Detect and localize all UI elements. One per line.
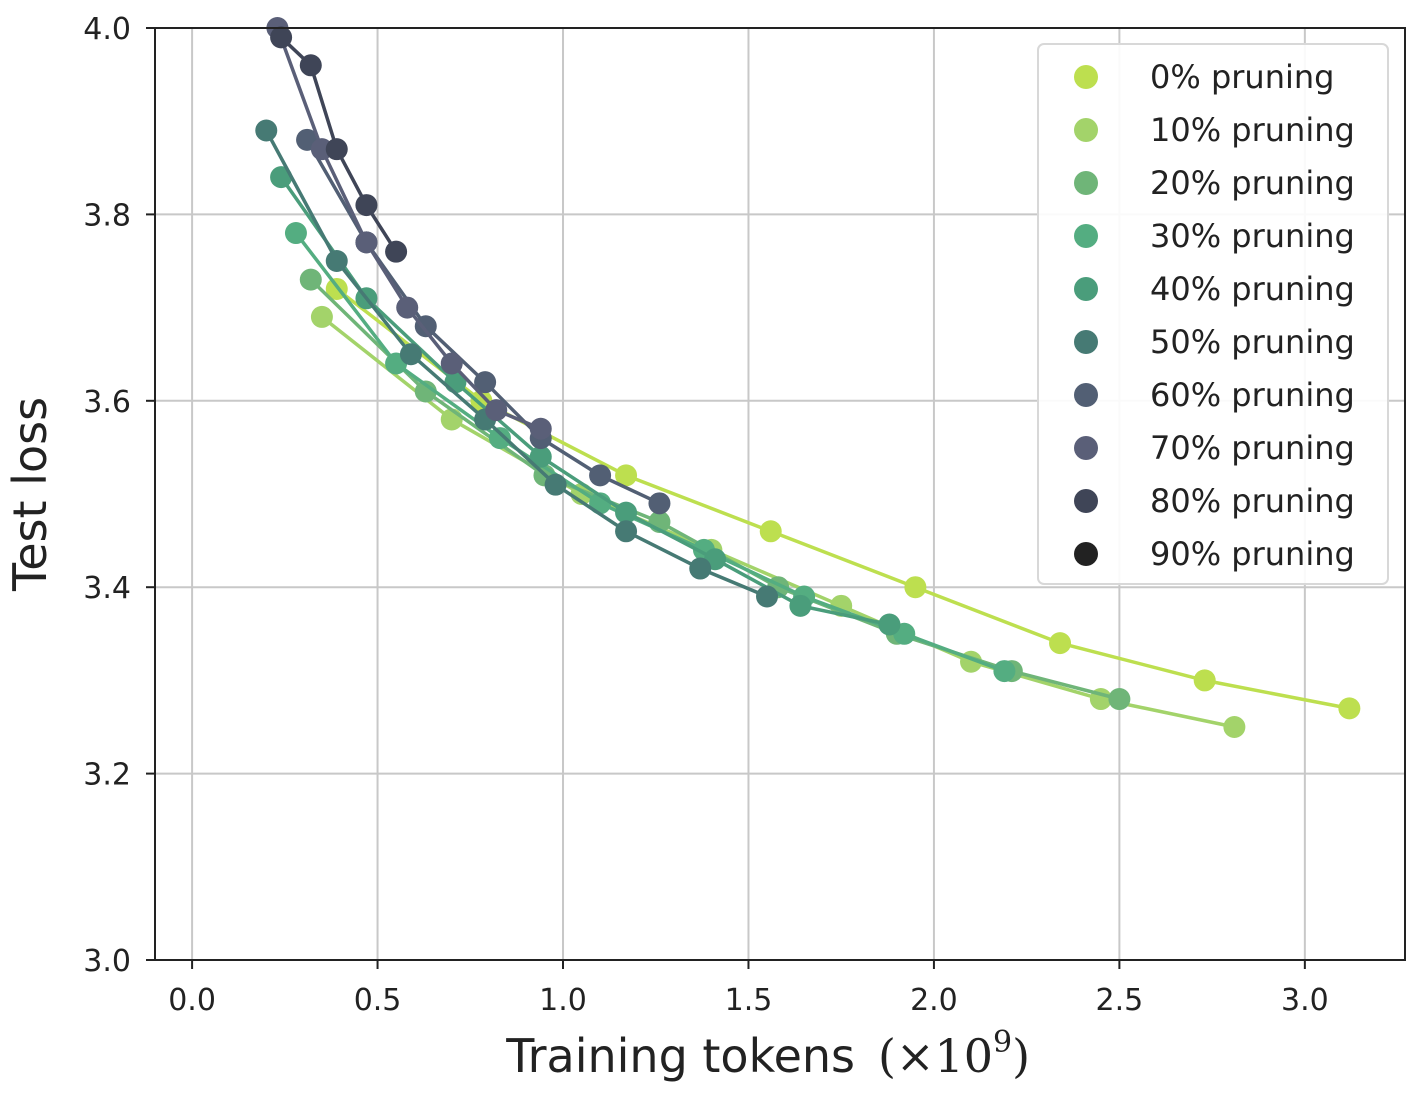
- data-point: [878, 613, 901, 636]
- data-point: [615, 520, 638, 543]
- y-tick-label: 3.6: [83, 385, 131, 420]
- data-point: [310, 305, 333, 328]
- data-point: [399, 343, 422, 366]
- data-point: [474, 371, 497, 394]
- data-point: [756, 585, 779, 608]
- data-point: [544, 473, 567, 496]
- y-axis-label: Test loss: [3, 397, 57, 592]
- data-point: [993, 660, 1016, 683]
- legend-marker: [1074, 436, 1098, 460]
- x-tick-label: 2.0: [910, 983, 958, 1018]
- x-axis-unit: (×109): [878, 1025, 1030, 1083]
- data-point: [1338, 697, 1361, 720]
- data-point: [759, 520, 782, 543]
- data-point: [485, 399, 508, 422]
- data-point: [270, 26, 293, 49]
- legend-marker: [1074, 330, 1098, 354]
- legend-box: [1037, 43, 1389, 585]
- legend-label: 10% pruning: [1150, 111, 1355, 149]
- data-point: [355, 231, 378, 254]
- y-tick-label: 4.0: [83, 12, 131, 47]
- data-point: [325, 250, 348, 272]
- data-point: [325, 138, 348, 161]
- legend-label: 30% pruning: [1150, 217, 1355, 255]
- data-point: [284, 222, 307, 245]
- legend-marker: [1074, 277, 1098, 301]
- series-line: [279, 176, 890, 627]
- data-point: [648, 492, 671, 515]
- data-point: [1049, 632, 1072, 655]
- legend-label: 60% pruning: [1150, 376, 1355, 414]
- x-axis-title: Training tokens: [505, 1029, 855, 1083]
- data-point: [255, 119, 278, 142]
- data-point: [440, 352, 463, 375]
- data-point: [615, 501, 638, 524]
- data-point: [1108, 688, 1131, 711]
- plot-area: [255, 17, 1361, 738]
- legend-marker: [1074, 65, 1098, 89]
- x-tick-label: 0.0: [168, 983, 216, 1018]
- axes-frame: [154, 27, 1406, 961]
- data-point: [589, 464, 612, 487]
- ticks: 0.0 0.5 1.0 1.5 2.0 2.5 3.0 3.0 3.2 3.4 3.6 3.8 4.0: [83, 12, 1328, 1018]
- x-axis-unit-exponent: 9: [993, 1025, 1012, 1060]
- data-point: [529, 445, 552, 468]
- data-point: [414, 380, 437, 403]
- x-axis-label: Training tokens (×109): [505, 1025, 1030, 1083]
- series-8: [270, 26, 408, 263]
- data-point: [1223, 716, 1246, 738]
- legend-marker: [1074, 542, 1098, 566]
- legend-label: 80% pruning: [1150, 482, 1355, 520]
- data-point: [355, 194, 378, 217]
- data-point: [396, 296, 419, 319]
- x-tick-label: 3.0: [1281, 983, 1329, 1018]
- data-point: [1193, 669, 1216, 692]
- data-point: [414, 315, 437, 338]
- legend-label: 0% pruning: [1150, 58, 1334, 96]
- legend-label: 20% pruning: [1150, 164, 1355, 202]
- x-tick-label: 2.5: [1096, 983, 1144, 1018]
- y-tick-label: 3.2: [83, 758, 131, 793]
- legend-marker: [1074, 489, 1098, 513]
- data-point: [615, 464, 638, 487]
- legend-marker: [1074, 171, 1098, 195]
- legend: 0% pruning 10% pruning 20% pruning 30% prun…: [1037, 43, 1389, 585]
- y-tick-label: 3.8: [83, 198, 131, 233]
- y-tick-label: 3.4: [83, 571, 131, 606]
- legend-label: 50% pruning: [1150, 323, 1355, 361]
- legend-marker: [1074, 383, 1098, 407]
- legend-marker: [1074, 224, 1098, 248]
- data-point: [789, 594, 812, 617]
- legend-label: 40% pruning: [1150, 270, 1355, 308]
- data-point: [904, 576, 927, 599]
- legend-label: 90% pruning: [1150, 535, 1355, 573]
- series-line: [264, 129, 768, 599]
- x-tick-label: 1.0: [539, 983, 587, 1018]
- data-point: [488, 427, 511, 450]
- data-point: [299, 268, 322, 291]
- legend-marker: [1074, 118, 1098, 142]
- x-tick-label: 0.5: [354, 983, 402, 1018]
- series-5: [255, 119, 779, 608]
- data-point: [689, 557, 712, 580]
- y-tick-label: 3.0: [83, 944, 131, 979]
- data-point: [529, 417, 552, 440]
- data-point: [299, 54, 322, 77]
- legend-label: 70% pruning: [1150, 429, 1355, 467]
- data-point: [385, 240, 408, 263]
- x-tick-label: 1.5: [725, 983, 773, 1018]
